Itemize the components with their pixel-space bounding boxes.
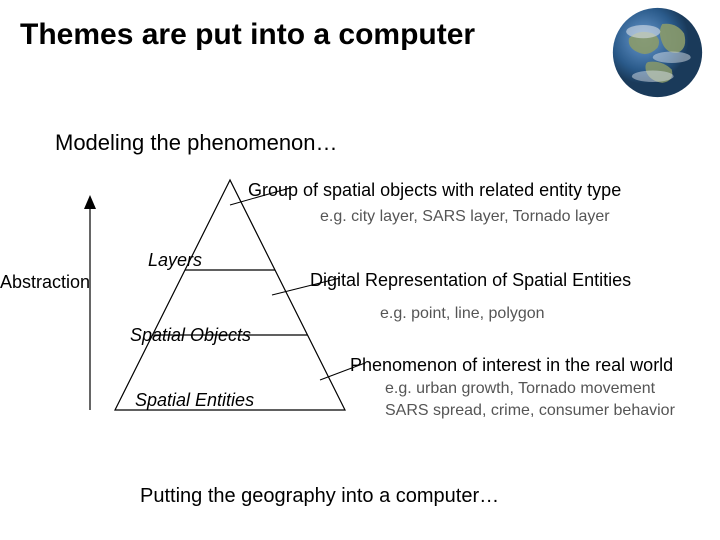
globe-graphic [610,5,705,100]
pyramid-label-2: Spatial Entities [135,390,254,411]
slide-title: Themes are put into a computer [20,18,475,52]
subtitle: Modeling the phenomenon… [55,130,338,156]
abstraction-label: Abstraction [0,272,90,293]
group-heading-2: Phenomenon of interest in the real world [350,355,673,376]
group-heading-0: Group of spatial objects with related en… [248,180,621,201]
footer-text: Putting the geography into a computer… [140,485,499,508]
abstraction-arrow [80,195,100,410]
pyramid-label-1: Spatial Objects [130,325,251,346]
pyramid-diagram [115,180,345,410]
group-sub-1: e.g. point, line, polygon [380,305,545,323]
group-sub-2: e.g. urban growth, Tornado movement [385,380,655,398]
group-heading-1: Digital Representation of Spatial Entiti… [310,270,631,291]
group-sub2-2: SARS spread, crime, consumer behavior [385,402,675,420]
group-sub-0: e.g. city layer, SARS layer, Tornado lay… [320,208,610,226]
pyramid-label-0: Layers [148,250,202,271]
diagram-area: Abstraction Layers Spatial Objects Spatial… [0,180,720,470]
